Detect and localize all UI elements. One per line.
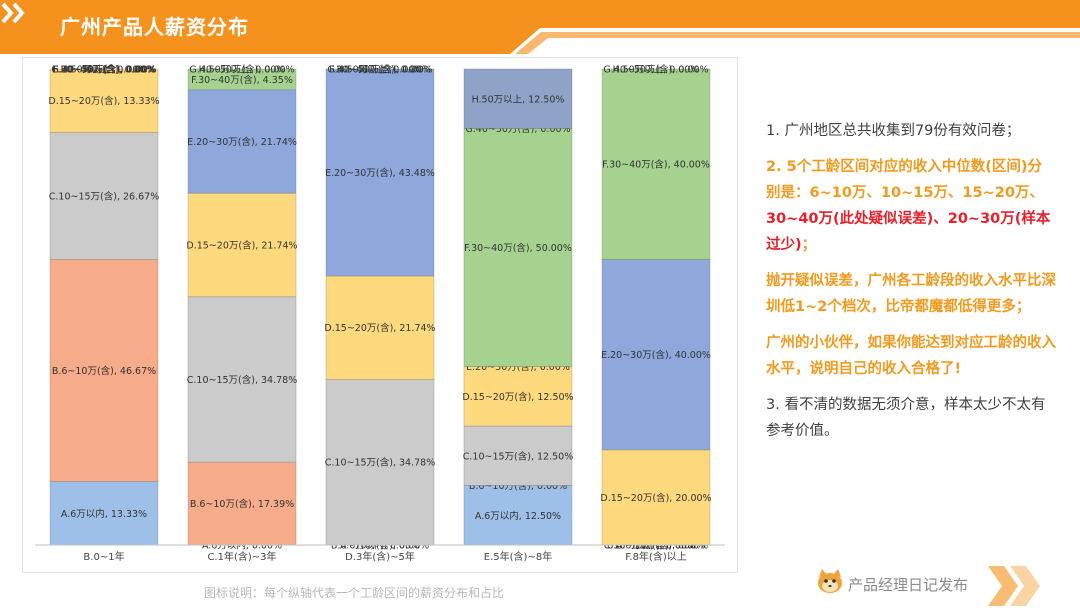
bar-segment [601,68,711,260]
data-label: H.50万以上, 0.00% [199,65,286,76]
data-label: H.50万以上, 12.50% [472,94,565,105]
bar-segment [187,89,297,194]
note-paragraph: 1. 广州地区总共收集到79份有效问卷； [766,123,1021,139]
data-label: H.50万以上, 0.00% [61,65,148,76]
data-label: C.10~15万(含), 12.50% [463,450,573,462]
stacked-bar-chart: A.6万以内, 13.33% B.6~10万(含), 46.67% C.10~15万… [35,64,725,563]
data-label: F.30~40万(含), 40.00% [602,159,710,171]
note-segment: ； [801,237,817,253]
data-label: D.15~20万(含), 21.74% [186,239,297,251]
data-label: E.20~30万(含), 40.00% [601,349,711,361]
data-label: C.10~15万(含), 26.67% [49,190,159,202]
x-tick-label: D.3年(含)~5年 [345,550,415,563]
data-label: D.15~20万(含), 21.74% [324,322,435,334]
data-label: G.40~50万(含), 0.00% [603,64,708,76]
bar-segment [187,296,297,463]
data-label: G.40~50万(含), 0.00% [327,64,432,76]
bar-segment [187,68,297,91]
chevron-decoration-icon [988,566,1040,606]
chart-caption: 图标说明：每个纵轴代表一个工龄区间的薪资分布和占比 [204,586,505,600]
bar-segment [325,378,435,546]
double-chevron-icon [1,2,25,24]
data-label: E.20~30万(含), 43.48% [325,167,435,179]
data-label: D.15~20万(含), 12.50% [462,391,573,403]
header-banner: 广州产品人薪资分布 [0,0,1080,58]
data-label: E.20~30万(含), 21.74% [187,136,297,148]
data-label: B.6~10万(含), 46.67% [52,365,156,377]
data-label: E.20~30万(含), 0.00% [52,64,156,76]
cat-logo-icon [818,569,842,593]
bar-segment [463,128,573,367]
chart-panel: A.6万以内, 13.33% B.6~10万(含), 46.67% C.10~15万… [22,57,738,573]
data-label: A.6万以内, 13.33% [61,508,147,520]
data-label: H.50万以上, 0.00% [337,65,424,76]
data-label: F.30~40万(含), 4.35% [191,74,293,86]
page-title: 广州产品人薪资分布 [60,15,249,39]
data-label: G.40~50万(含), 0.00% [51,64,156,76]
note-segment: 30~40万(此处疑似误差)、20~30万(样本过少) [766,211,1051,253]
data-label: A.6万以内, 12.50% [475,510,561,522]
header-background [0,0,1080,54]
bar-segment [463,485,573,546]
data-label: C.10~15万(含), 34.78% [325,457,435,469]
data-label: G.40~50万(含), 0.00% [189,64,294,76]
note-paragraph: 抛开疑似误差，广州各工龄段的收入水平比深圳低1~2个档次，比帝都魔都低得更多； [766,273,1056,315]
note-paragraph: 2. 5个工龄区间对应的收入中位数(区间)分别是：6~10万、10~15万、15… [766,154,1056,258]
bar-segment [325,68,435,277]
note-paragraph: 广州的小伙伴，如果你能达到对应工龄的收入水平，说明自己的收入合格了! [766,335,1056,377]
data-label: D.15~20万(含), 13.33% [48,95,159,107]
bar-segment [49,481,159,546]
data-label: F.30~40万(含), 0.00% [53,64,155,76]
data-label: B.6~10万(含), 17.39% [190,498,294,510]
data-label: H.50万以上, 0.00% [613,65,700,76]
bar-segment [463,366,573,427]
bar-segment [49,68,159,133]
bar-segment [463,68,573,129]
data-label: F.30~40万(含), 0.00% [329,64,431,76]
x-tick-label: B.0~1年 [83,550,124,563]
bar-segment [601,258,711,451]
data-label: F.30~40万(含), 50.00% [464,242,572,254]
bar-segment [187,192,297,298]
x-tick-label: E.5年(含)~8年 [484,550,552,563]
notes-panel: 1. 广州地区总共收集到79份有效问卷； 2. 5个工龄区间对应的收入中位数(区间… [766,118,1056,454]
bar-segment [49,131,159,260]
bar-segment [463,425,573,486]
brand-name: 产品经理日记发布 [848,576,969,594]
data-label: C.10~15万(含), 34.78% [187,374,297,386]
note-paragraph: 3. 看不清的数据无须介意，样本太少不太有参考价值。 [766,397,1046,439]
bar-segment [325,275,435,380]
x-tick-label: C.1年(含)~3年 [207,550,276,563]
data-label: D.15~20万(含), 20.00% [600,492,711,504]
x-tick-label: F.8年(含)以上 [625,550,687,563]
note-segment: 2. 5个工龄区间对应的收入中位数(区间)分别是：6~10万、10~15万、15… [766,159,1044,201]
